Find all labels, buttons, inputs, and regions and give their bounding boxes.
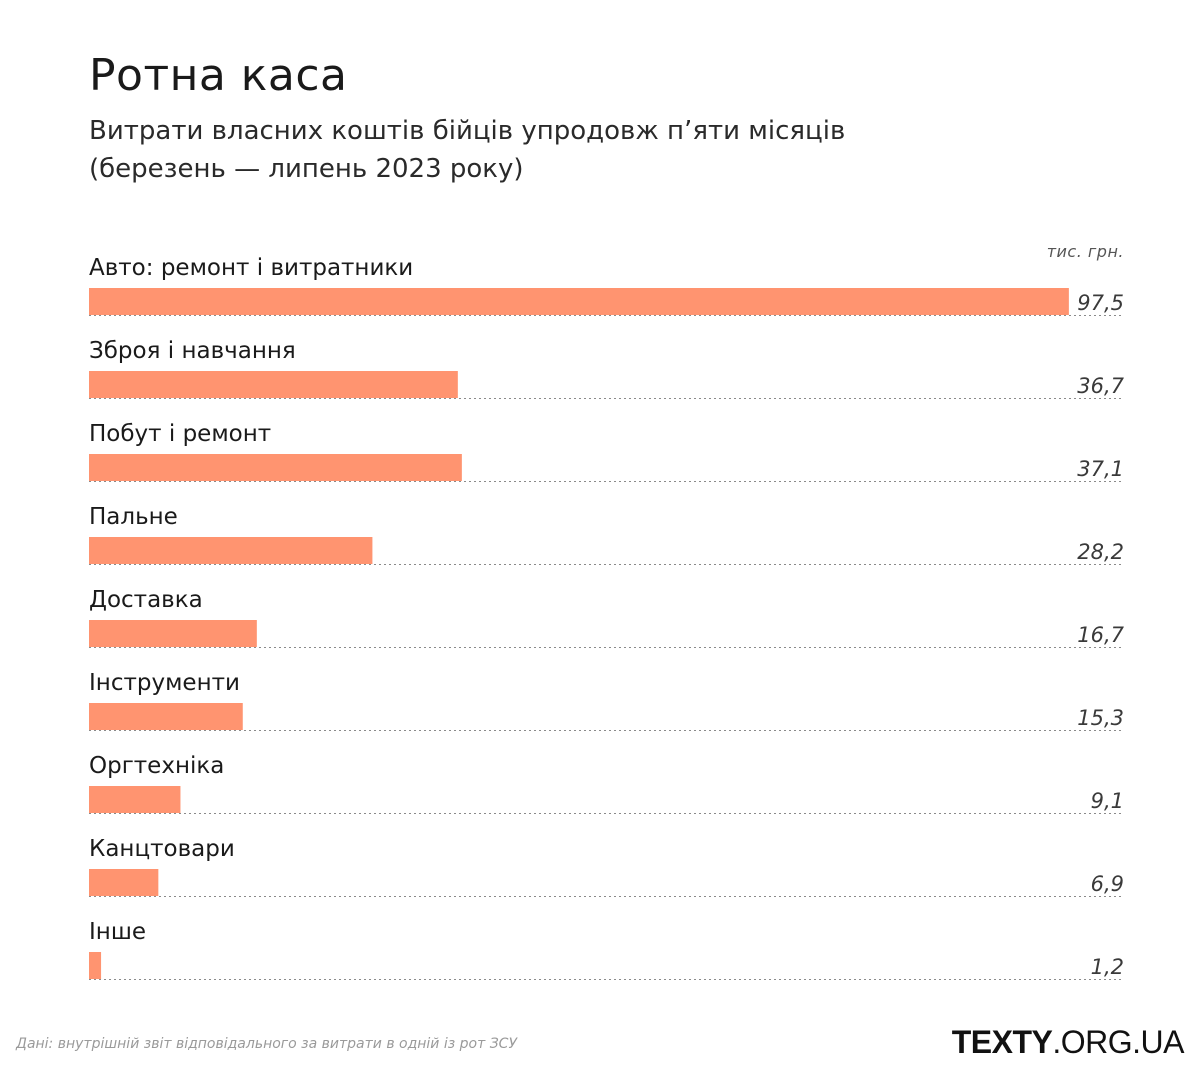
bar (89, 288, 1069, 315)
category-label: Доставка (89, 587, 203, 613)
category-label: Інше (89, 919, 146, 945)
bar (89, 703, 243, 730)
category-label: Авто: ремонт і витратники (89, 255, 413, 281)
category-label: Інструменти (89, 670, 240, 696)
chart-title: Ротна каса (89, 50, 348, 101)
bar-chart: Авто: ремонт і витратники 97,5 Зброя і нав… (89, 255, 1125, 980)
bar (89, 869, 159, 896)
bar-row: Оргтехніка 9,1 (89, 753, 1124, 814)
bar-row: Інше 1,2 (89, 919, 1124, 980)
bar-row: Побут і ремонт 37,1 (89, 421, 1124, 482)
bar-row: Канцтовари 6,9 (89, 836, 1124, 897)
category-label: Пальне (89, 504, 178, 530)
value-label: 16,7 (1077, 623, 1124, 647)
texty-logo: TEXTY.ORG.UA (951, 1024, 1185, 1061)
category-label: Зброя і навчання (89, 338, 296, 364)
chart-subtitle: Витрати власних коштів бійців упродовж п… (89, 112, 845, 188)
bar (89, 537, 373, 564)
category-label: Канцтовари (89, 836, 235, 862)
value-label: 1,2 (1091, 955, 1124, 979)
chart-subtitle-line-2: (березень — липень 2023 року) (89, 154, 524, 184)
bar-row: Авто: ремонт і витратники 97,5 (89, 255, 1124, 316)
value-label: 6,9 (1091, 872, 1124, 896)
bar-row: Інструменти 15,3 (89, 670, 1124, 731)
value-label: 15,3 (1077, 706, 1124, 730)
unit-label: тис. грн. (1046, 242, 1124, 261)
bar (89, 786, 181, 813)
bar-row: Зброя і навчання 36,7 (89, 338, 1125, 399)
value-label: 36,7 (1077, 374, 1124, 398)
bar (89, 371, 458, 398)
bar-row: Доставка 16,7 (89, 587, 1125, 648)
value-label: 9,1 (1091, 789, 1124, 813)
chart-subtitle-line-1: Витрати власних коштів бійців упродовж п… (89, 116, 846, 146)
value-label: 28,2 (1077, 540, 1124, 564)
value-label: 37,1 (1077, 457, 1124, 481)
data-source-note: Дані: внутрішній звіт відповідального за… (16, 1036, 517, 1052)
category-label: Оргтехніка (89, 753, 224, 779)
bar (89, 952, 102, 979)
bar (89, 620, 257, 647)
bar (89, 454, 462, 481)
bar-row: Пальне 28,2 (89, 504, 1124, 565)
texty-logo-domain: .ORG.UA (1052, 1024, 1184, 1060)
texty-logo-bold: TEXTY (951, 1024, 1053, 1060)
category-label: Побут і ремонт (89, 421, 271, 447)
value-label: 97,5 (1077, 291, 1124, 315)
